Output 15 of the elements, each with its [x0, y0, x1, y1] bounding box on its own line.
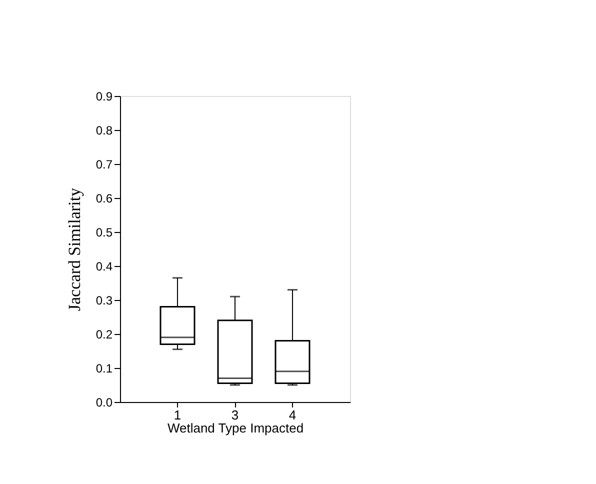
x-tick-label: 1: [174, 408, 182, 422]
y-tick-label: 0.5: [96, 226, 113, 240]
x-axis-title: Wetland Type Impacted: [167, 420, 304, 436]
y-tick-label: 0.4: [96, 260, 113, 274]
y-tick-label: 0.1: [96, 362, 113, 376]
x-tick-label: 3: [231, 408, 239, 422]
y-tick-label: 0.0: [96, 396, 113, 410]
y-tick-label: 0.6: [96, 192, 113, 206]
y-tick-label: 0.2: [96, 328, 113, 342]
x-tick-label: 4: [288, 408, 296, 422]
y-axis-title: Jaccard Similarity: [64, 187, 84, 312]
y-tick-label: 0.8: [96, 124, 113, 138]
y-tick-label: 0.3: [96, 294, 113, 308]
y-tick-label: 0.7: [96, 158, 113, 172]
y-tick-label: 0.9: [96, 90, 113, 104]
